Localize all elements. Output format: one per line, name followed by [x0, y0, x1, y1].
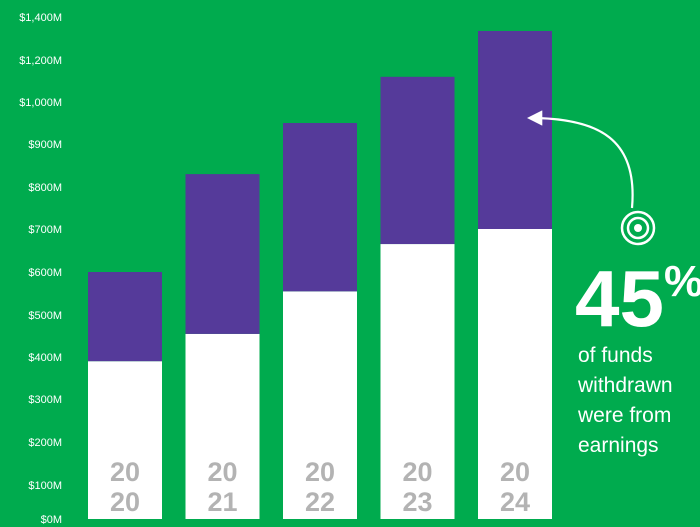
y-tick-label: $600M [28, 267, 62, 279]
category-label-line2: 23 [402, 487, 432, 517]
callout-line-4: earnings [578, 434, 659, 457]
category-label-line1: 20 [500, 457, 530, 487]
y-tick-label: $500M [28, 310, 62, 322]
y-tick-label: $700M [28, 224, 62, 236]
y-tick-label: $0M [41, 514, 62, 526]
category-label-line2: 21 [207, 487, 237, 517]
target-icon [620, 210, 656, 246]
callout-line-3: were from [577, 404, 671, 427]
callout: 45 % of funds withdrawn were from earnin… [526, 110, 700, 457]
bar-segment-earnings [283, 123, 357, 292]
category-label-line1: 20 [110, 457, 140, 487]
bar-segment-base [478, 229, 552, 519]
category-label-line2: 20 [110, 487, 140, 517]
bar-segment-earnings [185, 174, 260, 334]
y-tick-label: $1,200M [19, 55, 62, 67]
category-label-line1: 20 [402, 457, 432, 487]
y-tick-label: $400M [28, 352, 62, 364]
callout-line-1: of funds [578, 344, 653, 367]
bar-segment-earnings [88, 272, 162, 362]
y-tick-label: $800M [28, 182, 62, 194]
category-label-line2: 24 [500, 487, 530, 517]
bar-segment-earnings [478, 30, 552, 229]
callout-arrow [526, 110, 634, 209]
callout-line-2: withdrawn [577, 374, 673, 397]
y-tick-label: $300M [28, 394, 62, 406]
y-tick-label: $200M [28, 437, 62, 449]
callout-percent-unit: % [664, 257, 700, 306]
bar-segment-base [88, 361, 162, 519]
bar-segment-base [380, 244, 455, 520]
y-axis: $0M $100M $200M $300M $400M $500M $600M $700M $8… [19, 12, 62, 526]
category-label-line1: 20 [305, 457, 335, 487]
y-tick-label: $100M [28, 480, 62, 492]
bar-segment-base [185, 333, 260, 519]
y-tick-label: $1,400M [19, 12, 62, 24]
callout-percent-value: 45 [575, 254, 664, 343]
y-tick-label: $900M [28, 139, 62, 151]
bars [88, 30, 552, 520]
bar-segment-earnings [380, 76, 455, 245]
bar-segment-base [283, 291, 357, 519]
category-label-line1: 20 [207, 457, 237, 487]
category-label-line2: 22 [305, 487, 335, 517]
y-tick-label: $1,000M [19, 97, 62, 109]
